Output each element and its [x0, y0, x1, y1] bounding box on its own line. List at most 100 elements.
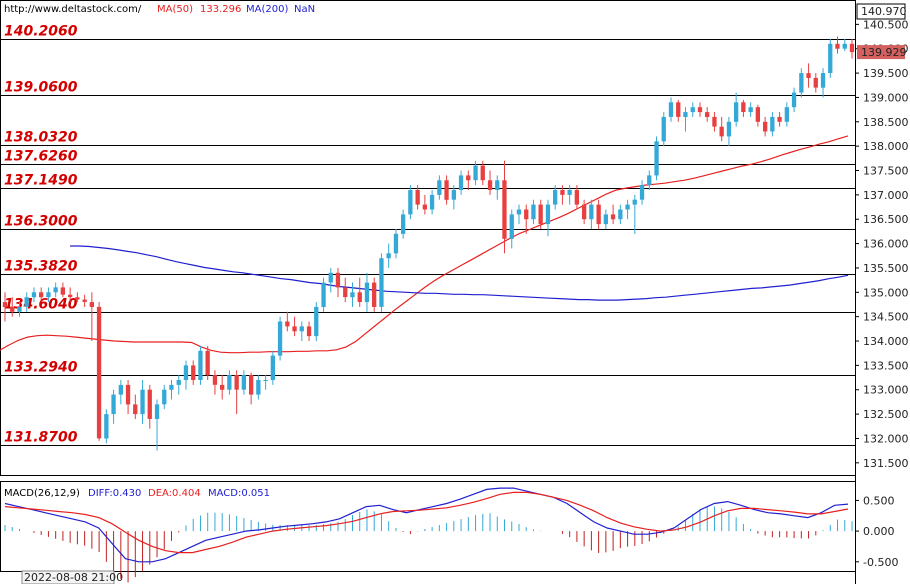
support-resistance-levels: 140.2060 139.0600 138.0320 137.6260 137.1490…: [0, 24, 855, 446]
candle: [328, 267, 333, 293]
candle: [661, 112, 666, 147]
candle: [820, 68, 826, 98]
candle: [828, 38, 833, 78]
candle: [277, 316, 283, 361]
candle: [806, 63, 811, 88]
candle: [560, 185, 565, 205]
candle: [24, 292, 29, 312]
price-tick-label: 140.500: [863, 18, 909, 31]
candle: [437, 175, 442, 200]
price-tick-label: 131.500: [863, 457, 909, 470]
macd-indicator: 0.500 0.000 -0.500: [4, 487, 898, 583]
candle: [96, 302, 102, 441]
price-tick-label: 133.000: [863, 384, 909, 397]
current-price-tag: [857, 45, 905, 60]
candle: [741, 99, 746, 117]
candle: [46, 287, 51, 303]
candle: [618, 204, 623, 225]
candle: [705, 107, 710, 122]
candle: [169, 380, 174, 400]
candle: [451, 185, 456, 210]
candle: [285, 311, 290, 332]
candle: [31, 287, 37, 303]
ma50-value: 133.296: [200, 4, 241, 15]
macd-tick-label: 0.000: [863, 525, 895, 538]
candle: [538, 199, 543, 229]
candle: [205, 345, 210, 380]
level-label: 131.8700: [4, 430, 78, 446]
candle: [625, 199, 630, 220]
level-label: 136.3000: [4, 214, 78, 230]
level-label: 135.3820: [4, 259, 78, 275]
price-tick-label: 135.500: [863, 262, 909, 275]
candle: [422, 194, 427, 215]
candle: [574, 185, 579, 210]
candle: [480, 160, 485, 186]
candle: [582, 199, 587, 225]
candle: [183, 360, 189, 390]
candle: [632, 194, 637, 234]
candle: [610, 204, 616, 225]
candle: [603, 209, 608, 229]
candle: [690, 102, 695, 117]
candle: [401, 209, 406, 239]
candle: [212, 370, 218, 395]
candle: [249, 372, 254, 405]
current-price-label: 139.929: [861, 46, 907, 59]
candle: [39, 287, 44, 303]
candle: [545, 199, 551, 237]
candle: [784, 102, 789, 127]
candle: [647, 170, 652, 190]
price-tick-label: 134.500: [863, 311, 909, 324]
candle: [719, 116, 724, 142]
ma200-value: NaN: [294, 4, 315, 15]
candle: [343, 277, 348, 303]
candle: [697, 102, 703, 117]
candle: [198, 345, 203, 385]
candle: [553, 185, 558, 210]
candle: [509, 209, 514, 249]
macd-diff-line: [4, 487, 849, 563]
candle: [372, 277, 377, 312]
candle: [104, 409, 109, 444]
candle: [118, 380, 123, 405]
candle: [176, 375, 181, 395]
candle: [75, 292, 80, 303]
candle: [147, 384, 152, 429]
macd-tick-label: 0.500: [863, 494, 895, 507]
candle: [458, 170, 464, 195]
ma200-line: [70, 245, 849, 301]
level-label: 137.6260: [4, 149, 78, 165]
candle: [379, 253, 384, 312]
candle: [256, 375, 261, 400]
level-label: 133.2940: [4, 360, 78, 376]
price-tick-label: 135.000: [863, 286, 909, 299]
candle: [111, 389, 116, 424]
candle: [306, 321, 312, 342]
candle: [321, 277, 326, 312]
moving-averages: [0, 135, 849, 354]
candle: [234, 370, 239, 415]
candle: [162, 384, 167, 410]
candle: [314, 302, 319, 342]
candle: [770, 112, 775, 137]
candle: [596, 199, 601, 229]
price-axis: 140.500140.000139.500139.000138.500138.0…: [855, 18, 909, 470]
level-label: 138.0320: [4, 130, 78, 146]
candle: [241, 370, 246, 395]
candle: [125, 380, 131, 415]
macd-dea-line: [4, 491, 849, 554]
candlesticks: [2, 36, 855, 451]
candle: [140, 380, 145, 424]
top-price-label: 140.970: [861, 5, 907, 18]
candle: [227, 370, 232, 395]
candle: [734, 92, 739, 127]
candle: [357, 277, 362, 307]
candle: [755, 104, 760, 127]
candle: [270, 350, 275, 385]
candle: [799, 68, 804, 98]
price-tick-label: 132.000: [863, 433, 909, 446]
candle: [835, 36, 840, 54]
candle: [531, 199, 536, 225]
